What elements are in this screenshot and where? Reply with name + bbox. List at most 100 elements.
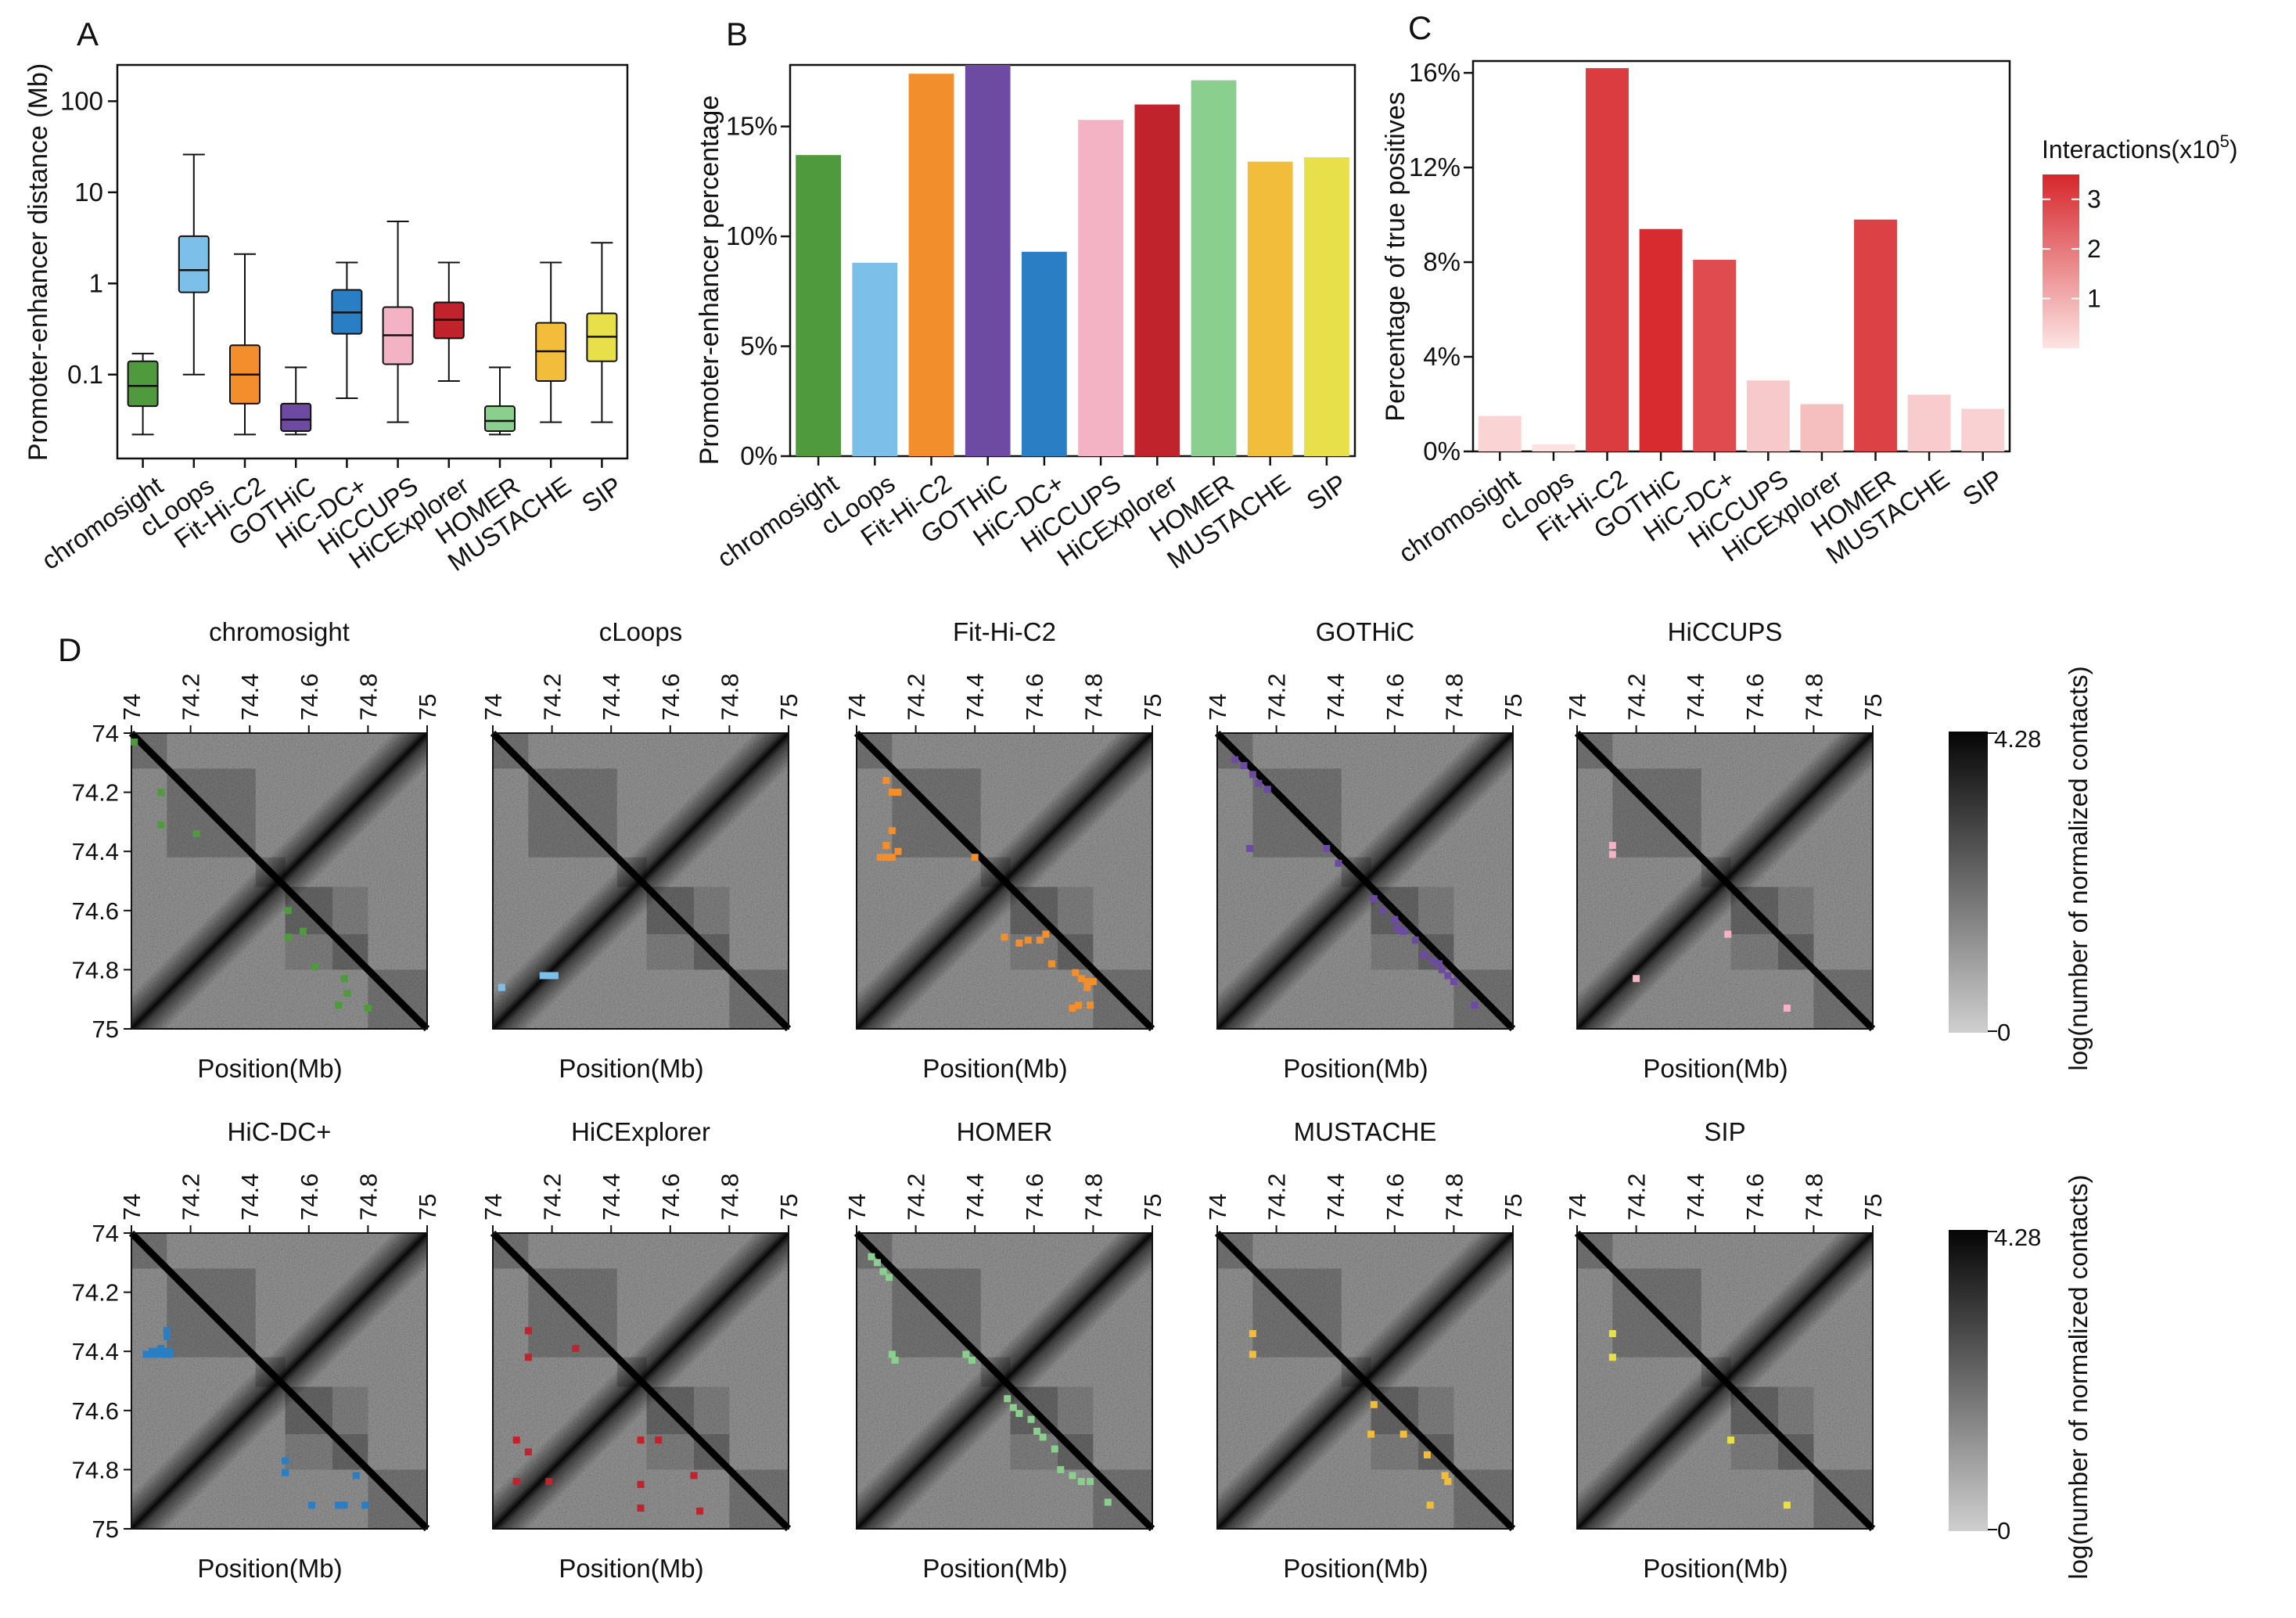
heatmap-loop-point: [1323, 844, 1331, 852]
heatmap-loop-point: [1783, 1005, 1791, 1012]
heatmap-loop-point: [1083, 983, 1091, 991]
a-box-hic-dc: [331, 261, 363, 399]
heatmap-loop-point: [1783, 1501, 1791, 1509]
a-box-gothic: [280, 366, 312, 436]
heatmap-frame: [856, 1232, 1153, 1530]
heatmap-xtick-label: 74: [1564, 694, 1591, 721]
heatmap-loop-point: [284, 907, 292, 915]
heatmap-ytick-label: 74.8: [72, 1456, 119, 1483]
heatmap-ytick-label: 74.6: [72, 897, 119, 925]
c-bar-hic-dc: [1693, 260, 1737, 451]
heatmap-xtick-label: 74: [118, 694, 146, 721]
heatmap-loop-point: [131, 738, 138, 746]
a-ytick-label: 0.1: [67, 360, 103, 389]
c-bar-gothic: [1639, 228, 1683, 451]
heatmap-loop-point: [1608, 842, 1616, 850]
heatmap-xtick-label: 74.8: [1800, 1174, 1827, 1221]
legend-title: Interactions(x105): [2042, 131, 2238, 164]
heatmap-ytick-label: 74.4: [72, 1338, 119, 1365]
heatmap-frame: [492, 732, 789, 1030]
heatmap-loop-point: [343, 990, 351, 998]
heatmap-loop-point: [498, 983, 505, 991]
c-bar-homer: [1854, 219, 1897, 451]
heatmap-loop-point: [1608, 1330, 1616, 1338]
heatmap-mustache: MUSTACHE 74 74.2 74.4 74.6 74.8 75 Position(Mb): [1204, 1117, 1527, 1583]
heatmap-xtick-label: 74.8: [1440, 1174, 1468, 1221]
heatmap-loop-point: [868, 1253, 875, 1260]
heatmap-loop-point: [1335, 859, 1342, 867]
heatmap-xlabel: Position(Mb): [1283, 1054, 1428, 1083]
heatmap-loop-point: [340, 975, 348, 983]
a-ytick-label: 10: [74, 178, 103, 207]
heatmap-xtick-label: 74: [118, 1194, 146, 1221]
a-box-body: [484, 405, 516, 432]
heatmap-xlabel: Position(Mb): [559, 1554, 703, 1583]
heatmap-loop-point: [876, 854, 884, 861]
panel-c-legend: Interactions(x105) 3 2 1: [2042, 131, 2238, 348]
heatmap-loop-point: [1444, 1478, 1452, 1486]
heatmap-loop-point: [1367, 1430, 1375, 1438]
heatmap-loop-point: [282, 1457, 289, 1465]
heatmap-diagonal-line: [853, 730, 1155, 1032]
heatmap-xtick-label: 74.4: [1322, 1174, 1349, 1221]
c-ytick-label: 4%: [1423, 342, 1461, 371]
heatmap-loop-point: [1727, 1436, 1735, 1444]
heatmap-xtick-label: 74.2: [539, 674, 566, 721]
heatmap-xtick-label: 74.6: [1741, 674, 1769, 721]
heatmap-loop-point: [524, 1448, 532, 1456]
heatmap-xtick-label: 74.4: [1682, 1174, 1709, 1221]
heatmap-xtick-label: 74.2: [1263, 674, 1291, 721]
heatmap-loop-point: [572, 1344, 580, 1352]
heatmap-loop-point: [545, 1478, 553, 1486]
heatmap-xtick-label: 74.2: [903, 674, 930, 721]
heatmap-loop-point: [1394, 924, 1402, 932]
heatmap-xlabel: Position(Mb): [1283, 1554, 1428, 1583]
panel-a-letter: A: [77, 16, 99, 52]
heatmap-loop-point: [873, 1259, 881, 1267]
heatmap-loop-point: [1077, 1478, 1085, 1486]
heatmap-xtick-label: 74.2: [539, 1174, 566, 1221]
heatmap-frame: [492, 1232, 789, 1530]
heatmap-loop-point: [148, 1350, 156, 1358]
heatmap-ytick-label: 74.2: [72, 779, 119, 807]
heatmap-cloops: cLoops 74 74.2 74.4 74.6 74.8 75 Position(Mb): [480, 617, 803, 1083]
heatmap-loop-point: [1379, 907, 1387, 915]
heatmap-xtick-label: 75: [1859, 694, 1887, 721]
heatmap-loop-point: [1429, 957, 1437, 965]
b-bar-gothic: [965, 65, 1011, 456]
heatmap-loop-point: [282, 1469, 289, 1476]
heatmap-loop-point: [1249, 1350, 1256, 1358]
a-box-body: [127, 360, 159, 408]
heatmap-loop-point: [1087, 1478, 1094, 1486]
heatmap-loop-point: [696, 1507, 704, 1515]
heatmap-title: HiC-DC+: [228, 1117, 332, 1146]
heatmap-loop-point: [891, 1357, 899, 1365]
legend-tick-label: 2: [2087, 235, 2101, 263]
heatmap-loop-point: [364, 1005, 372, 1012]
heatmap-loop-point: [882, 776, 890, 784]
panel-b-frame: [789, 63, 1356, 458]
b-bar-homer: [1191, 80, 1237, 457]
panel-a-frame: [116, 63, 629, 460]
c-bar-mustache: [1907, 394, 1951, 451]
colorbar-bottom-min: 0: [1997, 1517, 2010, 1544]
colorbar-top-max: 4.28: [1994, 725, 2041, 753]
heatmap-title: Fit-Hi-C2: [953, 617, 1056, 646]
a-box-hicexplorer: [433, 261, 465, 382]
heatmap-ytick-label: 74: [92, 720, 119, 747]
b-bar-hicexplorer: [1134, 104, 1180, 456]
heatmap-loop-point: [1255, 779, 1263, 787]
heatmap-loop-point: [968, 1357, 976, 1365]
b-bar-hic-dc: [1022, 251, 1067, 456]
heatmap-xtick-label: 74.2: [178, 1174, 205, 1221]
heatmap-hicexplorer: HiCExplorer 74 74.2 74.4 74.6 74.8 75 Position(…: [480, 1117, 803, 1583]
heatmap-xtick-label: 74.4: [961, 674, 989, 721]
b-bar-hiccups: [1078, 120, 1123, 456]
heatmap-loop-point: [160, 1350, 168, 1358]
heatmap-ytick-label: 74.6: [72, 1397, 119, 1425]
a-box-body: [280, 402, 312, 432]
heatmap-loop-point: [1075, 1001, 1082, 1009]
b-ytick-label: 0%: [740, 441, 778, 470]
colorbar-bottom-label: log(number of normalized contacts): [2064, 1174, 2093, 1579]
